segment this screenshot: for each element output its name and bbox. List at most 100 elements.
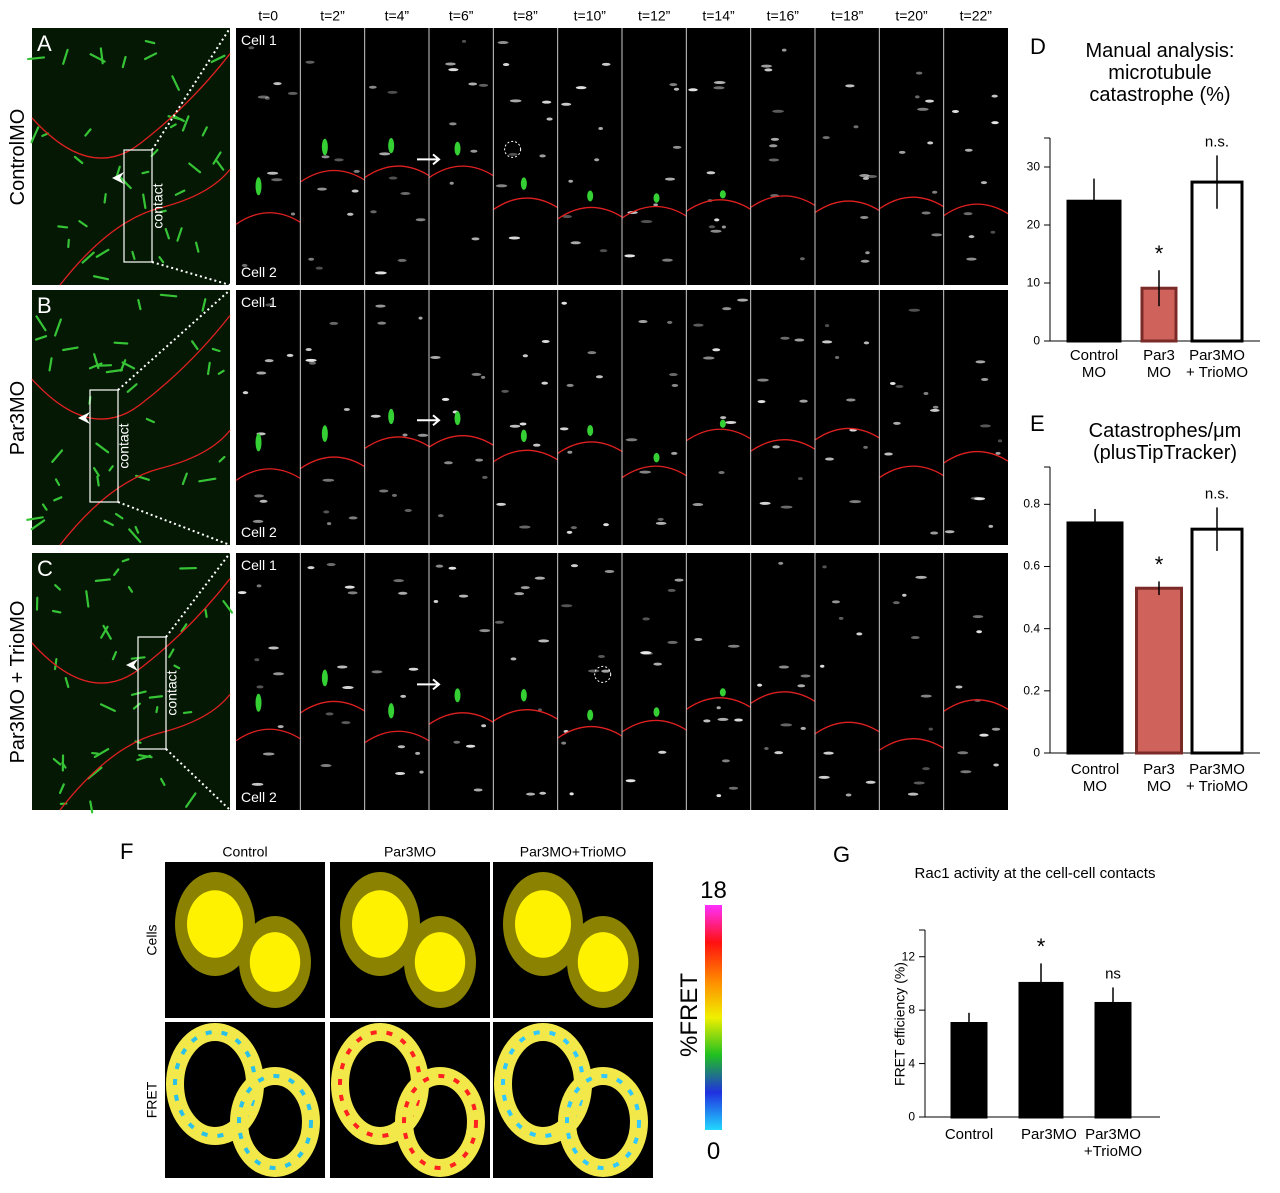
y-tick-label: 0	[908, 1109, 915, 1124]
comet	[570, 564, 579, 568]
arrow	[417, 678, 441, 691]
cell-outline	[59, 168, 231, 286]
comet	[624, 254, 636, 258]
bar	[1190, 527, 1244, 755]
time-label: t=6”	[448, 7, 474, 24]
comet	[290, 212, 296, 216]
comet	[917, 107, 929, 111]
comet	[970, 496, 982, 500]
x-tick-label: Par3 MO	[1143, 347, 1175, 381]
comet	[89, 800, 94, 814]
comet	[501, 389, 509, 393]
comet	[895, 384, 904, 388]
comet	[716, 794, 722, 798]
comet	[437, 514, 444, 518]
eb3-comet	[388, 408, 395, 425]
comet	[995, 451, 1001, 455]
nucleus	[515, 890, 571, 958]
eb3-comet	[255, 433, 262, 452]
comet	[508, 236, 521, 240]
comet	[287, 91, 298, 95]
comet	[768, 158, 780, 162]
comet	[130, 690, 147, 696]
comet	[595, 375, 603, 379]
contact-line	[943, 699, 1009, 712]
comet	[588, 669, 600, 673]
bar	[1066, 199, 1122, 343]
comet	[458, 594, 469, 598]
comet	[471, 237, 480, 241]
comet	[604, 569, 615, 573]
comet	[334, 158, 344, 162]
contact-box	[123, 149, 153, 263]
comet	[898, 150, 906, 154]
comet	[823, 751, 834, 755]
comet	[114, 512, 124, 520]
y-tick-label: 30	[1026, 159, 1040, 174]
comet	[475, 458, 484, 462]
comet	[770, 137, 780, 141]
comet	[981, 377, 989, 381]
comet	[800, 726, 806, 730]
contact-label: contact	[163, 670, 180, 716]
time-label: t=18”	[831, 7, 864, 24]
comet	[794, 338, 805, 342]
x-tick-label: Par3MO +TrioMO	[1083, 1126, 1143, 1160]
comet	[655, 521, 667, 525]
y-tick-label: 10	[1026, 275, 1040, 290]
contact-line	[492, 449, 559, 463]
y-tick-label: 4	[908, 1055, 915, 1070]
comet	[963, 212, 973, 216]
fret-ring	[402, 1074, 478, 1170]
comet	[73, 155, 84, 165]
eb3-comet	[653, 707, 660, 717]
comet	[95, 248, 110, 258]
zoom-line	[117, 289, 231, 391]
eb3-comet	[388, 138, 395, 154]
comet	[835, 356, 840, 360]
arrowhead	[126, 659, 138, 671]
time-label: t=8”	[513, 7, 538, 24]
comet	[692, 503, 704, 507]
comet	[665, 177, 676, 181]
y-tick-label: 0.2	[1023, 683, 1040, 698]
comet	[353, 169, 360, 173]
comet	[308, 361, 316, 365]
colorbar-min: 0	[706, 1137, 721, 1165]
comet	[206, 361, 211, 376]
comet	[348, 516, 358, 520]
comet	[273, 82, 282, 86]
eb3-comet	[587, 190, 594, 202]
nucleus	[352, 890, 408, 958]
comet	[374, 271, 387, 275]
comet	[561, 102, 572, 106]
comet	[448, 566, 457, 570]
comet	[541, 381, 548, 385]
comet	[256, 685, 264, 689]
comet	[103, 193, 107, 204]
comet	[51, 609, 62, 614]
comet	[561, 741, 567, 745]
comet	[91, 751, 99, 755]
contact-line	[814, 721, 880, 735]
x-tick-label: Par3MO + TrioMO	[1185, 347, 1249, 381]
comet	[272, 672, 285, 676]
comet	[706, 171, 716, 175]
comet	[638, 320, 648, 324]
contact-line	[943, 203, 1009, 217]
comet	[797, 477, 803, 481]
comet	[727, 644, 740, 648]
comet	[441, 397, 450, 401]
colorbar-max: 18	[700, 876, 727, 904]
comet	[979, 424, 991, 428]
comet	[402, 433, 408, 437]
comet	[757, 683, 763, 687]
comet	[317, 187, 327, 191]
comet	[657, 517, 664, 521]
comet	[575, 86, 587, 90]
comet	[716, 706, 721, 710]
comet	[131, 250, 136, 260]
comet	[693, 323, 704, 327]
contact-line	[299, 700, 366, 714]
comet	[470, 149, 478, 153]
